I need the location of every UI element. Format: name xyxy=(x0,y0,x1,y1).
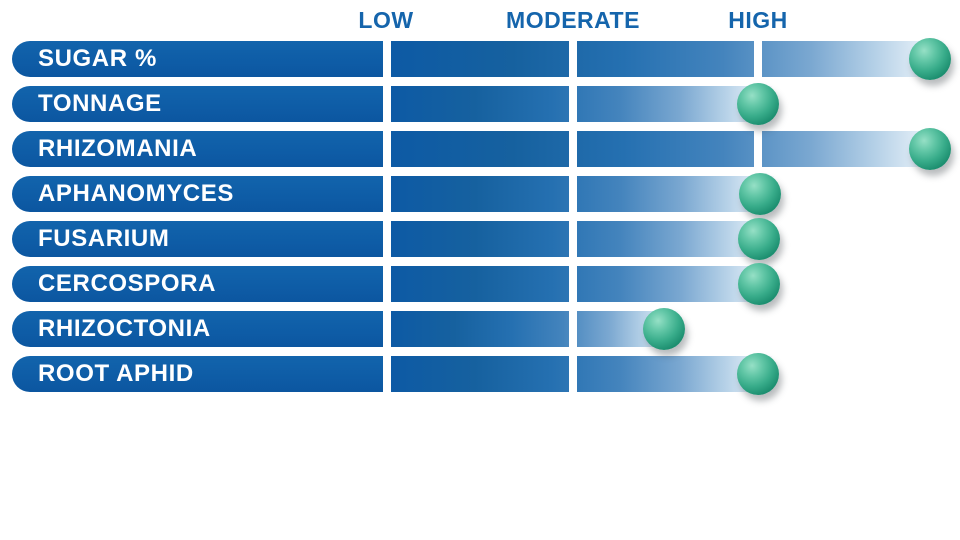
row-label: ROOT APHID xyxy=(38,360,194,387)
row-label-pill: CERCOSPORA xyxy=(12,266,383,302)
row-label-pill: FUSARIUM xyxy=(12,221,383,257)
column-gap-line xyxy=(569,131,577,167)
row-label: TONNAGE xyxy=(38,90,162,117)
rating-bar xyxy=(391,221,773,257)
rating-bar xyxy=(391,311,678,347)
column-header-low: LOW xyxy=(358,7,414,33)
column-header-high: HIGH xyxy=(728,7,788,33)
column-gap-line xyxy=(569,41,577,77)
column-gap-line xyxy=(569,176,577,212)
rating-row: APHANOMYCES xyxy=(0,173,960,215)
rating-marker-sphere xyxy=(738,218,780,260)
rating-row: ROOT APHID xyxy=(0,353,960,395)
rating-marker-sphere xyxy=(737,353,779,395)
rating-row: RHIZOCTONIA xyxy=(0,308,960,350)
column-header-moderate: MODERATE xyxy=(506,7,640,33)
row-label: FUSARIUM xyxy=(38,225,170,252)
rating-row: CERCOSPORA xyxy=(0,263,960,305)
rating-bar xyxy=(391,41,944,77)
rating-marker-sphere xyxy=(737,83,779,125)
rating-bar xyxy=(391,86,772,122)
row-label-pill: TONNAGE xyxy=(12,86,383,122)
row-label: CERCOSPORA xyxy=(38,270,217,297)
row-label-pill: RHIZOMANIA xyxy=(12,131,383,167)
rating-bar xyxy=(391,266,773,302)
rating-bar xyxy=(391,131,944,167)
row-label-pill: APHANOMYCES xyxy=(12,176,383,212)
rating-row: SUGAR % xyxy=(0,38,960,80)
rating-marker-sphere xyxy=(909,38,951,80)
rating-marker-sphere xyxy=(739,173,781,215)
rating-row: TONNAGE xyxy=(0,83,960,125)
row-label-pill: RHIZOCTONIA xyxy=(12,311,383,347)
column-gap-line xyxy=(569,356,577,392)
rating-row: RHIZOMANIA xyxy=(0,128,960,170)
row-label: SUGAR % xyxy=(38,45,157,72)
rating-marker-sphere xyxy=(643,308,685,350)
row-label: RHIZOCTONIA xyxy=(38,315,211,342)
row-label: APHANOMYCES xyxy=(38,180,234,207)
rating-bar xyxy=(391,176,774,212)
row-label: RHIZOMANIA xyxy=(38,135,198,162)
column-gap-line xyxy=(569,221,577,257)
column-gap-line xyxy=(569,86,577,122)
rating-row: FUSARIUM xyxy=(0,218,960,260)
rating-bar xyxy=(391,356,772,392)
column-gap-line xyxy=(569,266,577,302)
column-gap-line xyxy=(569,311,577,347)
column-gap-line xyxy=(754,41,762,77)
row-label-pill: ROOT APHID xyxy=(12,356,383,392)
rating-marker-sphere xyxy=(738,263,780,305)
rating-marker-sphere xyxy=(909,128,951,170)
column-gap-line xyxy=(754,131,762,167)
row-label-pill: SUGAR % xyxy=(12,41,383,77)
